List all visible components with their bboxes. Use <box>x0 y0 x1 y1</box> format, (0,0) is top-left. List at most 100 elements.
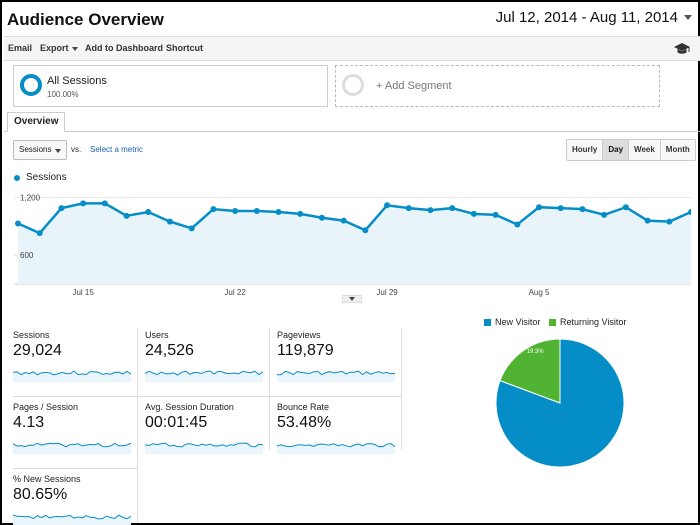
sessions-point[interactable] <box>644 217 651 224</box>
sessions-point[interactable] <box>362 227 369 234</box>
export-button[interactable]: Export <box>40 43 78 53</box>
sparkline <box>13 514 131 525</box>
metric-new-sessions: % New Sessions 80.65% <box>13 474 131 525</box>
date-range-picker[interactable]: Jul 12, 2014 - Aug 11, 2014 <box>496 9 692 26</box>
sessions-point[interactable] <box>232 208 239 215</box>
add-segment-button[interactable]: + Add Segment <box>335 65 660 107</box>
month-button[interactable]: Month <box>660 140 695 160</box>
sessions-point[interactable] <box>80 200 87 207</box>
email-button[interactable]: Email <box>8 43 33 53</box>
sparkline-area <box>277 371 395 382</box>
segment-ring-icon <box>20 74 42 96</box>
expand-chart-button[interactable] <box>342 295 362 303</box>
sessions-point[interactable] <box>384 202 391 209</box>
metric-label: Avg. Session Duration <box>145 402 234 412</box>
metric-bounce-rate: Bounce Rate 53.48% <box>277 402 395 464</box>
sparkline-line <box>13 370 131 376</box>
metric-label: Users <box>145 330 169 340</box>
chevron-down-icon <box>71 46 78 51</box>
sessions-point[interactable] <box>579 206 586 213</box>
metric-value: 24,526 <box>145 342 194 359</box>
divider <box>13 396 402 397</box>
sessions-point[interactable] <box>58 205 65 212</box>
metric-label: Pageviews <box>277 330 321 340</box>
sessions-point[interactable] <box>601 211 608 218</box>
graduation-cap-icon[interactable] <box>674 42 690 56</box>
metric-value: 80.65% <box>13 486 68 503</box>
divider <box>13 468 138 469</box>
sessions-point[interactable] <box>166 218 173 225</box>
select-metric-link[interactable]: Select a metric <box>90 145 143 154</box>
visitor-pie-chart[interactable]: 80.7% 19.3% <box>495 338 625 468</box>
sparkline-line <box>13 442 131 448</box>
sessions-chart[interactable]: 1,200 600 Jul 15 Jul 22 Jul 29 Aug 5 <box>14 188 691 298</box>
date-range-label: Jul 12, 2014 - Aug 11, 2014 <box>495 9 678 26</box>
x-tick-label: Jul 15 <box>72 288 94 297</box>
legend-swatch <box>484 318 491 326</box>
sparkline <box>277 370 395 382</box>
sessions-legend-dot <box>14 175 20 181</box>
pie-legend-new-visitor: New Visitor <box>484 317 540 327</box>
metric-value: 4.13 <box>13 414 45 431</box>
sparkline-area <box>277 443 395 454</box>
sessions-point[interactable] <box>622 204 629 211</box>
sessions-point[interactable] <box>470 210 477 217</box>
pie-legend-returning-visitor: Returning Visitor <box>549 317 626 327</box>
divider <box>269 328 270 450</box>
x-tick-label: Jul 29 <box>376 288 398 297</box>
pie-slice-label: 19.3% <box>527 349 545 355</box>
metric-value: 119,879 <box>277 342 334 359</box>
sparkline-line <box>145 370 263 376</box>
report-toolbar: Email Export Add to Dashboard Shortcut <box>4 36 700 61</box>
metric-avg-session-duration: Avg. Session Duration 00:01:45 <box>145 402 263 464</box>
sessions-point[interactable] <box>15 220 21 227</box>
sessions-point[interactable] <box>36 230 43 237</box>
sparkline-line <box>277 442 395 448</box>
sessions-point[interactable] <box>253 208 260 215</box>
sessions-line <box>17 202 691 235</box>
segment-all-sessions[interactable]: All Sessions 100.00% <box>13 65 328 107</box>
chevron-down-icon <box>55 149 61 153</box>
tab-divider <box>4 131 700 132</box>
sessions-point[interactable] <box>275 209 282 215</box>
y-tick-label: 1,200 <box>20 194 41 203</box>
sessions-point[interactable] <box>514 221 521 228</box>
sessions-point[interactable] <box>405 205 412 212</box>
segment-percent: 100.00% <box>47 90 79 99</box>
sessions-point[interactable] <box>101 200 108 207</box>
metric-label: % New Sessions <box>13 474 81 484</box>
sessions-point[interactable] <box>123 212 130 219</box>
tab-overview[interactable]: Overview <box>7 112 66 132</box>
add-to-dashboard-button[interactable]: Add to Dashboard <box>85 43 163 53</box>
sessions-point[interactable] <box>492 211 499 218</box>
shortcut-button[interactable]: Shortcut <box>166 43 203 53</box>
sessions-point[interactable] <box>318 214 325 221</box>
sessions-point[interactable] <box>449 205 456 212</box>
divider <box>401 328 402 450</box>
sparkline <box>13 370 131 382</box>
sessions-point[interactable] <box>557 205 564 212</box>
pie-slice-label: 80.7% <box>586 467 604 468</box>
sessions-point[interactable] <box>536 204 543 211</box>
sessions-point[interactable] <box>188 225 195 232</box>
day-button[interactable]: Day <box>603 140 630 160</box>
sessions-point[interactable] <box>340 217 347 224</box>
pie-slice-returning-visitor[interactable] <box>499 338 561 404</box>
sessions-point[interactable] <box>427 207 434 214</box>
y-tick-label: 600 <box>20 251 34 260</box>
sparkline <box>145 370 263 382</box>
hourly-button[interactable]: Hourly <box>567 140 604 160</box>
sessions-point[interactable] <box>666 218 673 225</box>
chevron-down-icon <box>349 297 355 301</box>
sparkline-line <box>277 370 395 376</box>
segment-name: All Sessions <box>47 75 107 87</box>
week-button[interactable]: Week <box>629 140 661 160</box>
metric-sessions: Sessions 29,024 <box>13 330 131 392</box>
sessions-point[interactable] <box>688 209 691 215</box>
sparkline-line <box>145 442 263 448</box>
sessions-point[interactable] <box>145 209 152 215</box>
sessions-point[interactable] <box>210 206 217 213</box>
metric-select[interactable]: Sessions <box>13 140 67 160</box>
sessions-point[interactable] <box>297 210 304 217</box>
